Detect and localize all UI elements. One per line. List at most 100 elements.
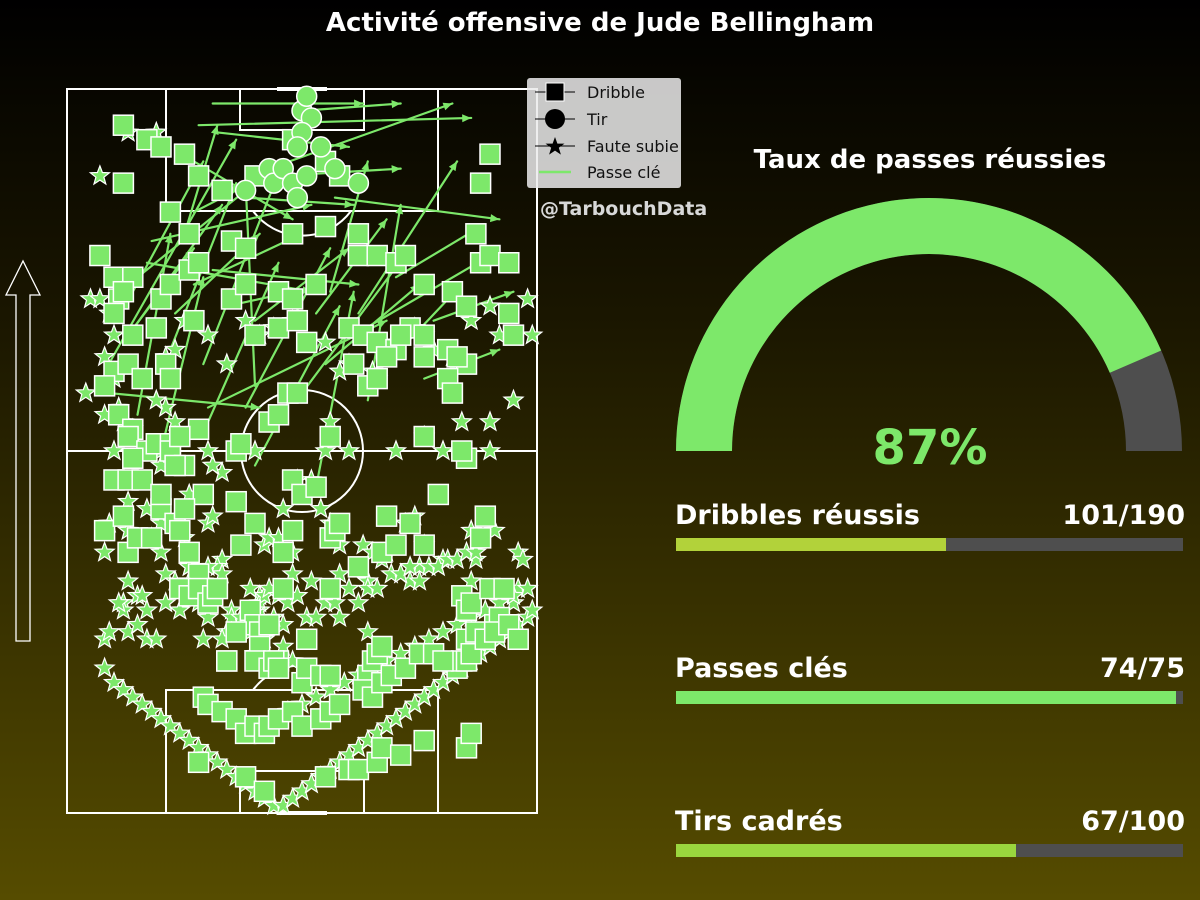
dribble-point bbox=[206, 577, 229, 600]
dribble-point bbox=[244, 324, 266, 346]
key-pass-arrowhead bbox=[391, 165, 401, 174]
dribble-point bbox=[234, 766, 257, 788]
dribble-point bbox=[366, 367, 388, 390]
dribble-point bbox=[319, 577, 341, 600]
dribble-point bbox=[347, 556, 370, 578]
foul-won-point bbox=[300, 569, 323, 591]
key-pass-arrowhead bbox=[378, 219, 387, 229]
foul-won-point bbox=[337, 439, 361, 461]
foul-won-point bbox=[521, 598, 544, 620]
dribble-point bbox=[187, 165, 210, 187]
dribble-point bbox=[150, 136, 172, 158]
key-pass-line bbox=[333, 196, 501, 221]
shot-point bbox=[295, 85, 318, 107]
stat-label: Tirs cadrés bbox=[675, 806, 843, 837]
dribble-point bbox=[267, 317, 290, 339]
dribble-point bbox=[460, 592, 482, 614]
dribble-point bbox=[413, 346, 435, 368]
dribble-point bbox=[371, 737, 393, 759]
dribble-point bbox=[295, 628, 318, 650]
foul-won-point bbox=[131, 584, 154, 606]
foul-won-point bbox=[431, 439, 455, 461]
dribble-point bbox=[502, 324, 525, 346]
dribble-point bbox=[385, 534, 407, 556]
key-pass-arrowhead bbox=[448, 161, 458, 172]
legend-line-icon bbox=[539, 170, 571, 174]
shot-point bbox=[286, 186, 309, 209]
pass-rate-gauge bbox=[676, 198, 1182, 451]
dribble-point bbox=[103, 302, 125, 325]
stat-label: Dribbles réussis bbox=[675, 500, 920, 531]
dribble-point bbox=[281, 519, 304, 542]
dribble-point bbox=[451, 440, 473, 462]
key-pass-arrowhead bbox=[361, 161, 370, 172]
dribble-point bbox=[413, 729, 435, 752]
legend-star-icon bbox=[535, 137, 575, 155]
key-pass-line bbox=[315, 218, 388, 315]
shot-point bbox=[347, 172, 370, 194]
foul-won-point bbox=[102, 439, 126, 461]
dribble-point bbox=[469, 172, 492, 194]
dribble-point bbox=[211, 179, 233, 202]
dribble-point bbox=[178, 223, 200, 245]
dribble-point bbox=[117, 425, 139, 448]
stat-key-passes: Passes clés 74/75 bbox=[675, 653, 1185, 713]
key-pass-arrowhead bbox=[228, 139, 237, 150]
legend-label: Passe clé bbox=[587, 162, 661, 182]
dribble-point bbox=[465, 223, 487, 245]
dribble-point bbox=[178, 541, 200, 564]
foul-won-point bbox=[135, 598, 159, 620]
dribble-point bbox=[446, 346, 468, 368]
legend-label: Dribble bbox=[587, 82, 645, 102]
foul-won-point bbox=[347, 591, 370, 613]
key-pass-arrowhead bbox=[442, 102, 453, 111]
foul-won-point bbox=[98, 620, 121, 642]
foul-won-point bbox=[116, 569, 140, 591]
dribble-point bbox=[413, 273, 435, 296]
foul-won-point bbox=[398, 555, 422, 577]
dribble-point bbox=[305, 273, 327, 296]
dribble-point bbox=[112, 172, 135, 194]
dribble-point bbox=[413, 534, 435, 556]
stat-track bbox=[676, 844, 1183, 857]
stat-track bbox=[676, 691, 1183, 704]
legend-label: Tir bbox=[587, 109, 608, 129]
key-pass-line bbox=[197, 116, 473, 127]
key-pass-line bbox=[357, 160, 459, 315]
key-pass-arrowhead bbox=[344, 200, 354, 209]
markers-layer bbox=[74, 85, 544, 816]
foul-won-point bbox=[408, 569, 431, 591]
stat-track bbox=[676, 538, 1183, 551]
dribble-point bbox=[389, 744, 412, 766]
dribble-point bbox=[347, 244, 370, 267]
dribble-point bbox=[112, 114, 135, 136]
foul-won-point bbox=[145, 388, 168, 410]
page-title: Activité offensive de Jude Bellingham bbox=[325, 8, 875, 38]
legend-label: Faute subie bbox=[587, 136, 679, 156]
foul-won-point bbox=[93, 540, 116, 562]
key-pass-arrowhead bbox=[339, 141, 349, 150]
legend-circle-icon bbox=[535, 109, 575, 129]
foul-won-point bbox=[431, 620, 455, 642]
dribble-point bbox=[281, 223, 304, 245]
shot-point bbox=[234, 179, 257, 202]
foul-won-point bbox=[478, 439, 502, 461]
foul-won-point bbox=[154, 591, 177, 613]
key-pass-arrowhead bbox=[391, 100, 401, 109]
key-pass-line bbox=[108, 391, 261, 409]
gauge-title: Taux de passes réussies bbox=[753, 145, 1107, 175]
dribble-point bbox=[258, 614, 280, 636]
key-pass-arrowhead bbox=[322, 248, 331, 259]
dribble-point bbox=[319, 425, 341, 448]
foul-won-point bbox=[337, 576, 361, 599]
foul-won-point bbox=[93, 656, 116, 678]
key-pass-arrowhead bbox=[489, 214, 500, 223]
dribble-point bbox=[507, 628, 529, 650]
shot-point bbox=[310, 136, 332, 158]
foul-won-point bbox=[309, 497, 332, 519]
foul-won-point bbox=[356, 620, 379, 642]
foul-won-point bbox=[201, 453, 224, 475]
dribble-point bbox=[253, 780, 276, 803]
foul-won-point bbox=[478, 294, 502, 316]
dribble-point bbox=[112, 280, 135, 303]
